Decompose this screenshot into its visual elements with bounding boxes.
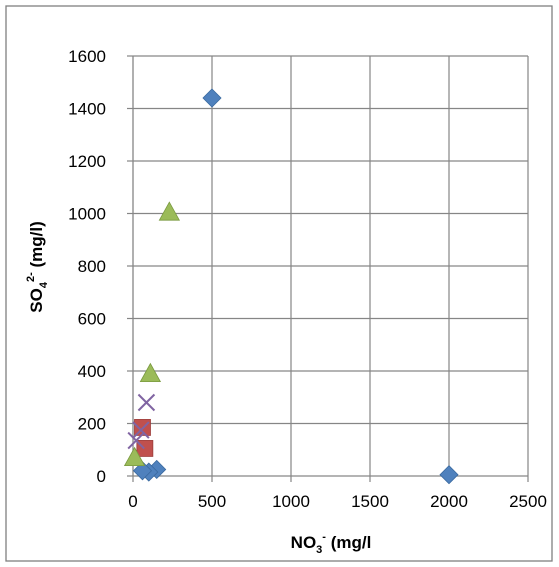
- x-axis-title-rest: (mg/l: [326, 533, 371, 552]
- diamond-point: [439, 465, 459, 485]
- y-tick-label: 800: [78, 257, 106, 276]
- x-axis-title-sub: 3: [316, 544, 322, 556]
- y-axis-title-rest: (mg/l): [27, 221, 46, 272]
- x-tick-label: 500: [198, 492, 226, 511]
- triangle-point: [158, 201, 181, 221]
- tick-labels: 0 200 400 600 800 1000 1200 1400 1600 0 500 1000 150…: [68, 47, 547, 511]
- y-tick-label: 400: [78, 362, 106, 381]
- axes: [127, 55, 529, 482]
- y-tick-label: 200: [78, 415, 106, 434]
- triangle-point: [123, 446, 146, 467]
- y-tick-label: 1600: [68, 47, 106, 66]
- y-tick-label: 1200: [68, 152, 106, 171]
- data-points: [123, 88, 459, 485]
- x-point-stroke: [132, 421, 150, 439]
- x-tick-label: 2000: [430, 492, 468, 511]
- chart-border: [5, 5, 553, 562]
- x-tick-label: 1500: [351, 492, 389, 511]
- x-point: [127, 431, 145, 450]
- y-axis-title-sub: 4: [38, 281, 50, 288]
- y-tick-label: 600: [78, 310, 106, 329]
- diamond-point: [202, 88, 222, 108]
- y-axis-title-sup: 2-: [25, 272, 37, 282]
- diamond-point: [132, 461, 153, 481]
- gridlines: [133, 55, 529, 476]
- x-tick-label: 0: [128, 492, 137, 511]
- x-point-stroke: [137, 393, 156, 412]
- y-axis-title-base: SO: [27, 288, 46, 313]
- x-tick-label: 1000: [272, 492, 310, 511]
- y-tick-label: 1000: [68, 205, 106, 224]
- x-point: [132, 421, 150, 439]
- y-axis-title: SO42- (mg/l): [25, 221, 50, 312]
- triangle-point: [139, 362, 162, 383]
- x-point-stroke: [127, 431, 145, 450]
- x-axis-title: NO3- (mg/l: [291, 531, 372, 556]
- x-axis-title-base: NO: [291, 533, 317, 552]
- x-tick-label: 2500: [509, 492, 547, 511]
- x-axis-title-sup: -: [322, 531, 326, 543]
- y-tick-label: 0: [97, 467, 106, 486]
- y-tick-label: 1400: [68, 100, 106, 119]
- x-point: [137, 393, 156, 412]
